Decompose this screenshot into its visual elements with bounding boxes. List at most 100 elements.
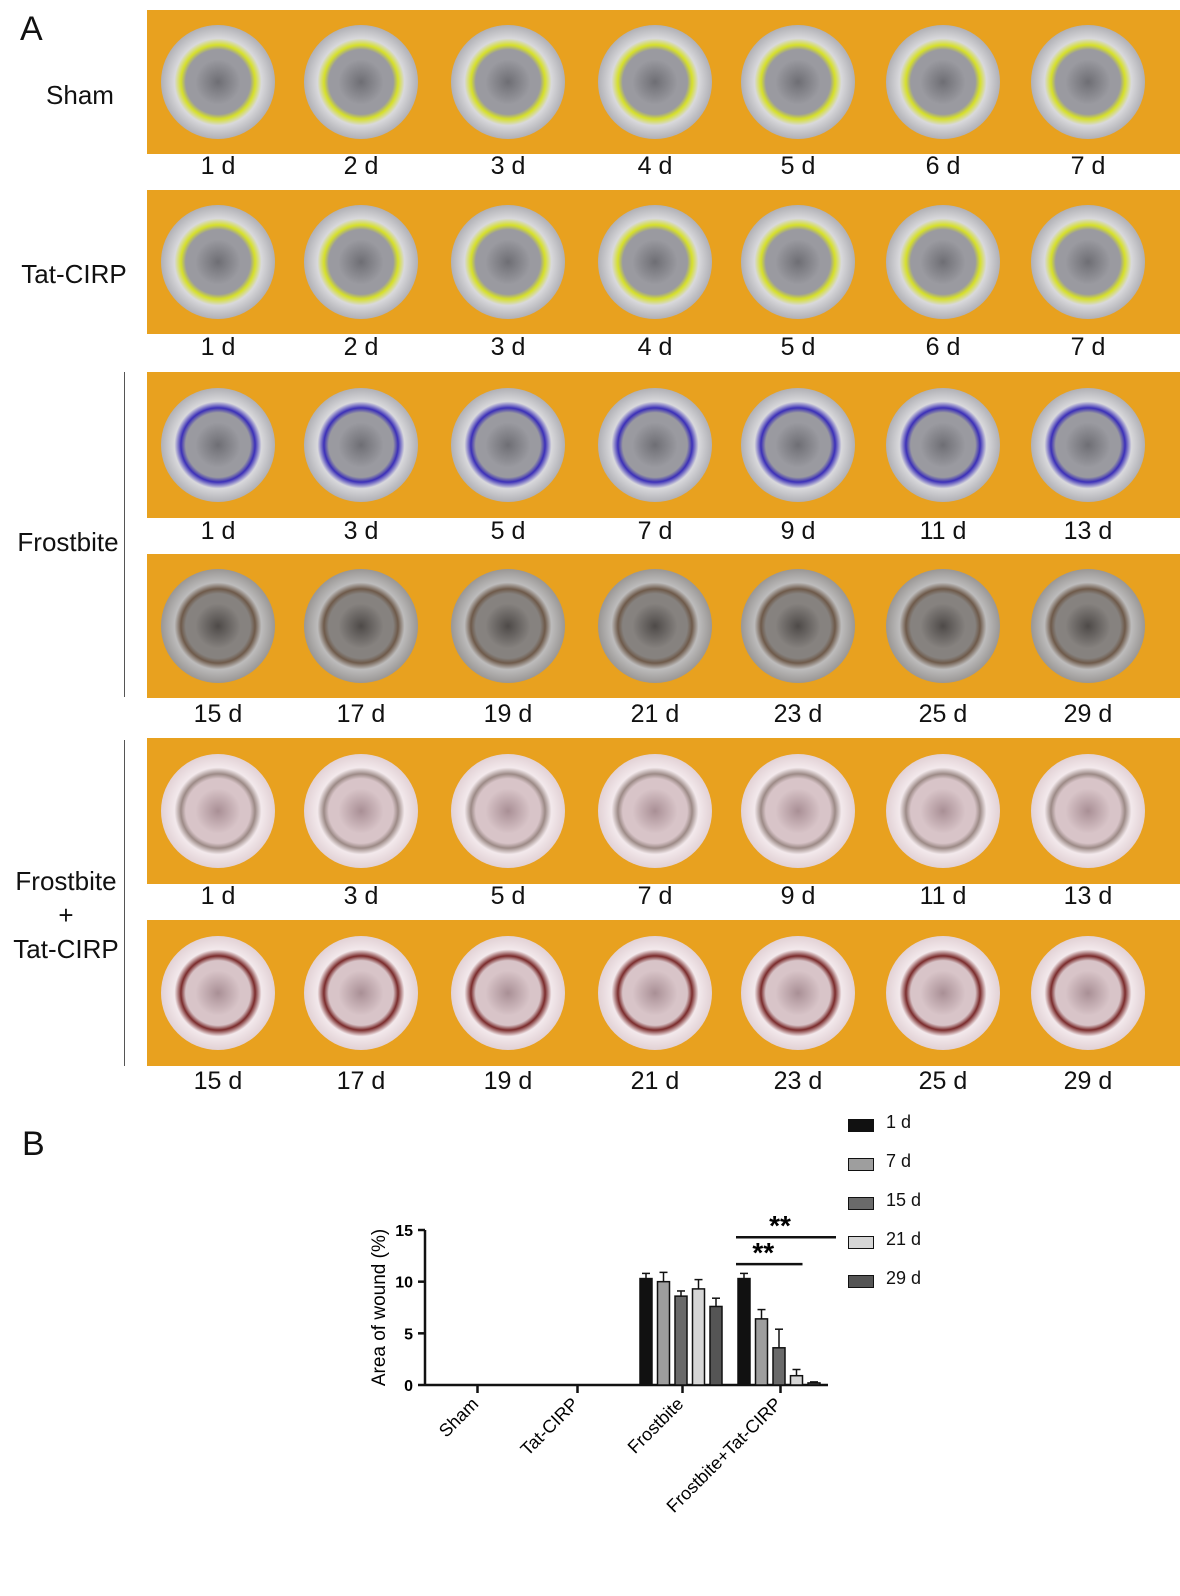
- wound-photo: [304, 936, 418, 1050]
- day-label: 17 d: [336, 1067, 386, 1095]
- wound-photo: [304, 25, 418, 139]
- wound-photo: [1031, 205, 1145, 319]
- panel-a-label: A: [20, 10, 43, 48]
- frostbite-tat-cirp-group-bracket: [124, 740, 125, 1066]
- day-label: 21 d: [630, 700, 680, 728]
- day-label: 1 d: [200, 333, 236, 361]
- bar: [639, 1277, 653, 1386]
- wound-photo: [304, 754, 418, 868]
- photo-strip-row-4: [147, 554, 1180, 698]
- day-label: 11 d: [919, 882, 967, 910]
- wound-photo: [161, 388, 275, 502]
- group-label-sham: Sham: [46, 80, 114, 110]
- photo-strip-row-1: [147, 10, 1180, 154]
- day-label: 3 d: [490, 333, 526, 361]
- day-label: 15 d: [193, 1067, 243, 1095]
- wound-photo: [1031, 936, 1145, 1050]
- x-tick-label: Tat-CIRP: [517, 1394, 583, 1460]
- significance-label: **: [769, 1215, 791, 1241]
- legend-item: 1 d: [848, 1112, 968, 1142]
- bar: [754, 1318, 769, 1386]
- frostbite-group-bracket: [124, 372, 125, 697]
- wound-photo: [741, 388, 855, 502]
- day-label: 9 d: [780, 517, 816, 545]
- wound-area-bar-chart: 0 5 10 15 Area of wound (%) Sham Tat-CIRP Frost…: [369, 1215, 836, 1516]
- group-label-line-1: Frostbite: [15, 866, 117, 896]
- day-label: 25 d: [918, 1067, 968, 1095]
- bar: [789, 1374, 804, 1386]
- bar: [691, 1288, 706, 1386]
- day-label: 19 d: [483, 700, 533, 728]
- wound-photo: [161, 569, 275, 683]
- wound-photo: [886, 754, 1000, 868]
- day-label: 4 d: [637, 333, 673, 361]
- y-tick-label: 5: [404, 1326, 413, 1343]
- legend-label: 7 d: [886, 1151, 912, 1171]
- y-axis-label: Area of wound (%): [369, 1229, 390, 1386]
- day-label: 29 d: [1063, 700, 1113, 728]
- wound-photo: [451, 25, 565, 139]
- photo-strip-row-3: [147, 372, 1180, 518]
- day-label: 7 d: [1070, 152, 1106, 180]
- bar: [674, 1295, 688, 1386]
- wound-photo: [741, 569, 855, 683]
- day-label: 6 d: [925, 152, 961, 180]
- day-label: 1 d: [200, 152, 236, 180]
- day-label: 23 d: [773, 1067, 823, 1095]
- wound-photo: [598, 25, 712, 139]
- day-label: 13 d: [1063, 517, 1113, 545]
- photo-strip-row-6: [147, 920, 1180, 1066]
- day-label: 5 d: [780, 333, 816, 361]
- day-label: 9 d: [780, 882, 816, 910]
- wound-photo: [1031, 754, 1145, 868]
- day-label: 5 d: [780, 152, 816, 180]
- wound-photo: [598, 205, 712, 319]
- photo-strip-row-5: [147, 738, 1180, 884]
- y-tick-label: 0: [404, 1378, 413, 1395]
- day-label: 7 d: [637, 882, 673, 910]
- day-label: 23 d: [773, 700, 823, 728]
- day-label: 7 d: [637, 517, 673, 545]
- wound-photo: [741, 25, 855, 139]
- y-tick-label: 15: [395, 1223, 413, 1240]
- day-label: 2 d: [343, 152, 379, 180]
- wound-photo: [451, 936, 565, 1050]
- day-label: 5 d: [490, 882, 526, 910]
- wound-photo: [886, 569, 1000, 683]
- wound-photo: [1031, 388, 1145, 502]
- wound-photo: [161, 205, 275, 319]
- wound-photo: [451, 754, 565, 868]
- x-tick-label: Sham: [435, 1394, 482, 1441]
- legend-item: 21 d: [848, 1229, 968, 1259]
- wound-photo: [886, 25, 1000, 139]
- wound-photo: [886, 936, 1000, 1050]
- wound-photo: [304, 205, 418, 319]
- legend-label: 15 d: [886, 1190, 922, 1210]
- legend-swatch: [848, 1236, 874, 1249]
- wound-photo: [451, 569, 565, 683]
- day-label: 1 d: [200, 882, 236, 910]
- group-label-line-2: +: [58, 900, 74, 930]
- day-label: 21 d: [630, 1067, 680, 1095]
- day-label: 5 d: [490, 517, 526, 545]
- wound-photo: [741, 205, 855, 319]
- wound-photo: [598, 936, 712, 1050]
- day-label: 19 d: [483, 1067, 533, 1095]
- day-label: 3 d: [343, 882, 379, 910]
- legend-swatch: [848, 1197, 874, 1210]
- wound-photo: [886, 205, 1000, 319]
- wound-photo: [1031, 569, 1145, 683]
- legend-item: 7 d: [848, 1151, 968, 1181]
- wound-photo: [451, 205, 565, 319]
- day-label: 7 d: [1070, 333, 1106, 361]
- bar: [709, 1305, 723, 1386]
- wound-photo: [598, 754, 712, 868]
- day-label: 29 d: [1063, 1067, 1113, 1095]
- legend-item: 29 d: [848, 1268, 968, 1298]
- wound-photo: [1031, 25, 1145, 139]
- wound-photo: [161, 25, 275, 139]
- day-label: 13 d: [1063, 882, 1113, 910]
- panel-b-label: B: [22, 1125, 45, 1163]
- bar: [807, 1382, 821, 1386]
- day-label: 1 d: [200, 517, 236, 545]
